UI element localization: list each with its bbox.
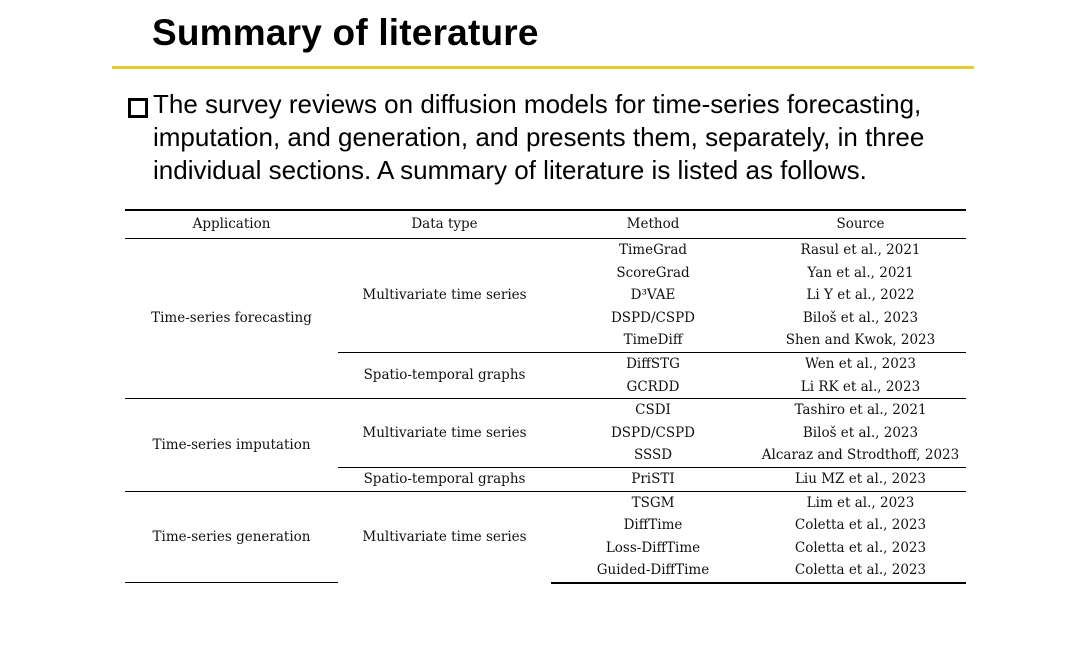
table-row: TimeDiff Shen and Kwok, 2023 <box>125 329 966 352</box>
cell-source: Coletta et al., 2023 <box>794 517 927 534</box>
cell-method: PriSTI <box>551 466 755 492</box>
cell-method: Guided-DiffTime <box>551 559 755 584</box>
slide-title: Summary of literature <box>152 12 539 53</box>
cell-source: Shen and Kwok, 2023 <box>785 332 936 349</box>
cell-method: CSDI <box>551 398 755 422</box>
square-bullet-icon <box>128 98 148 118</box>
header-application: Application <box>192 216 271 232</box>
cell-method: DiffSTG <box>551 351 755 376</box>
table-row: Spatio-temporal graphs DiffSTG Wen et al.,… <box>125 351 966 399</box>
cell-method: TSGM <box>551 490 755 515</box>
cell-source: Yan et al., 2021 <box>807 264 914 281</box>
header-data-type: Data type <box>411 216 478 232</box>
bullet-text: The survey reviews on diffusion models f… <box>153 89 925 185</box>
table-row: Loss-DiffTime Coletta et al., 2023 <box>125 537 966 560</box>
cell-application: Time-series imputation <box>125 398 338 492</box>
cell-method: SSSD <box>633 447 673 464</box>
header-method: Method <box>626 216 680 232</box>
cell-application: Time-series generation <box>125 490 338 584</box>
table-row: Time-series imputation Multivariate time … <box>125 398 966 492</box>
cell-data-type: Multivariate time series <box>338 490 551 583</box>
table-row: SSSD Alcaraz and Strodthoff, 2023 <box>125 444 966 467</box>
cell-data-type: Spatio-temporal graphs <box>338 351 551 399</box>
table-row: DiffTime Coletta et al., 2023 <box>125 514 966 537</box>
cell-method: DSPD/CSPD <box>610 424 695 441</box>
table-header-row: Application Data type Method Source <box>125 210 966 239</box>
title-underline <box>112 66 974 69</box>
table-row: GCRDD Li RK et al., 2023 <box>125 376 966 399</box>
cell-source: Liu MZ et al., 2023 <box>755 466 966 492</box>
table-row: DSPD/CSPD Biloš et al., 2023 <box>125 422 966 445</box>
cell-data-type: Multivariate time series <box>338 398 551 468</box>
table-row: Time-series generation Multivariate time … <box>125 490 966 584</box>
cell-data-type: Spatio-temporal graphs <box>338 466 551 492</box>
cell-method: D³VAE <box>630 287 676 304</box>
cell-source: Tashiro et al., 2021 <box>755 398 966 422</box>
cell-source: Rasul et al., 2021 <box>755 237 966 262</box>
cell-source: Biloš et al., 2023 <box>802 309 919 326</box>
cell-source: Lim et al., 2023 <box>755 490 966 515</box>
cell-method: GCRDD <box>626 378 680 395</box>
table-row: Spatio-temporal graphs PriSTI Liu MZ et al… <box>125 466 966 492</box>
table-row: ScoreGrad Yan et al., 2021 <box>125 262 966 285</box>
cell-application: Time-series forecasting <box>125 237 338 400</box>
cell-method: DSPD/CSPD <box>610 309 695 326</box>
cell-source: Li RK et al., 2023 <box>800 378 921 395</box>
table-body: Time-series forecasting Multivariate time… <box>125 237 966 584</box>
cell-source: Wen et al., 2023 <box>755 351 966 376</box>
cell-data-type: Multivariate time series <box>338 238 551 353</box>
header-source: Source <box>836 216 885 232</box>
cell-method: DiffTime <box>623 517 683 534</box>
table-row: Guided-DiffTime Coletta et al., 2023 <box>125 559 966 584</box>
cell-source: Li Y et al., 2022 <box>806 287 915 304</box>
literature-table: Application Data type Method Source Time… <box>125 209 966 584</box>
table-row: DSPD/CSPD Biloš et al., 2023 <box>125 307 966 330</box>
cell-method: TimeDiff <box>623 332 683 349</box>
cell-method: ScoreGrad <box>616 264 690 281</box>
cell-source: Coletta et al., 2023 <box>794 539 927 556</box>
cell-source: Alcaraz and Strodthoff, 2023 <box>761 447 960 464</box>
cell-method: Loss-DiffTime <box>605 539 701 556</box>
cell-source: Biloš et al., 2023 <box>802 424 919 441</box>
cell-method: TimeGrad <box>551 237 755 262</box>
cell-source: Coletta et al., 2023 <box>755 559 966 584</box>
table-row: Time-series forecasting Multivariate time… <box>125 237 966 400</box>
table-row: D³VAE Li Y et al., 2022 <box>125 284 966 307</box>
